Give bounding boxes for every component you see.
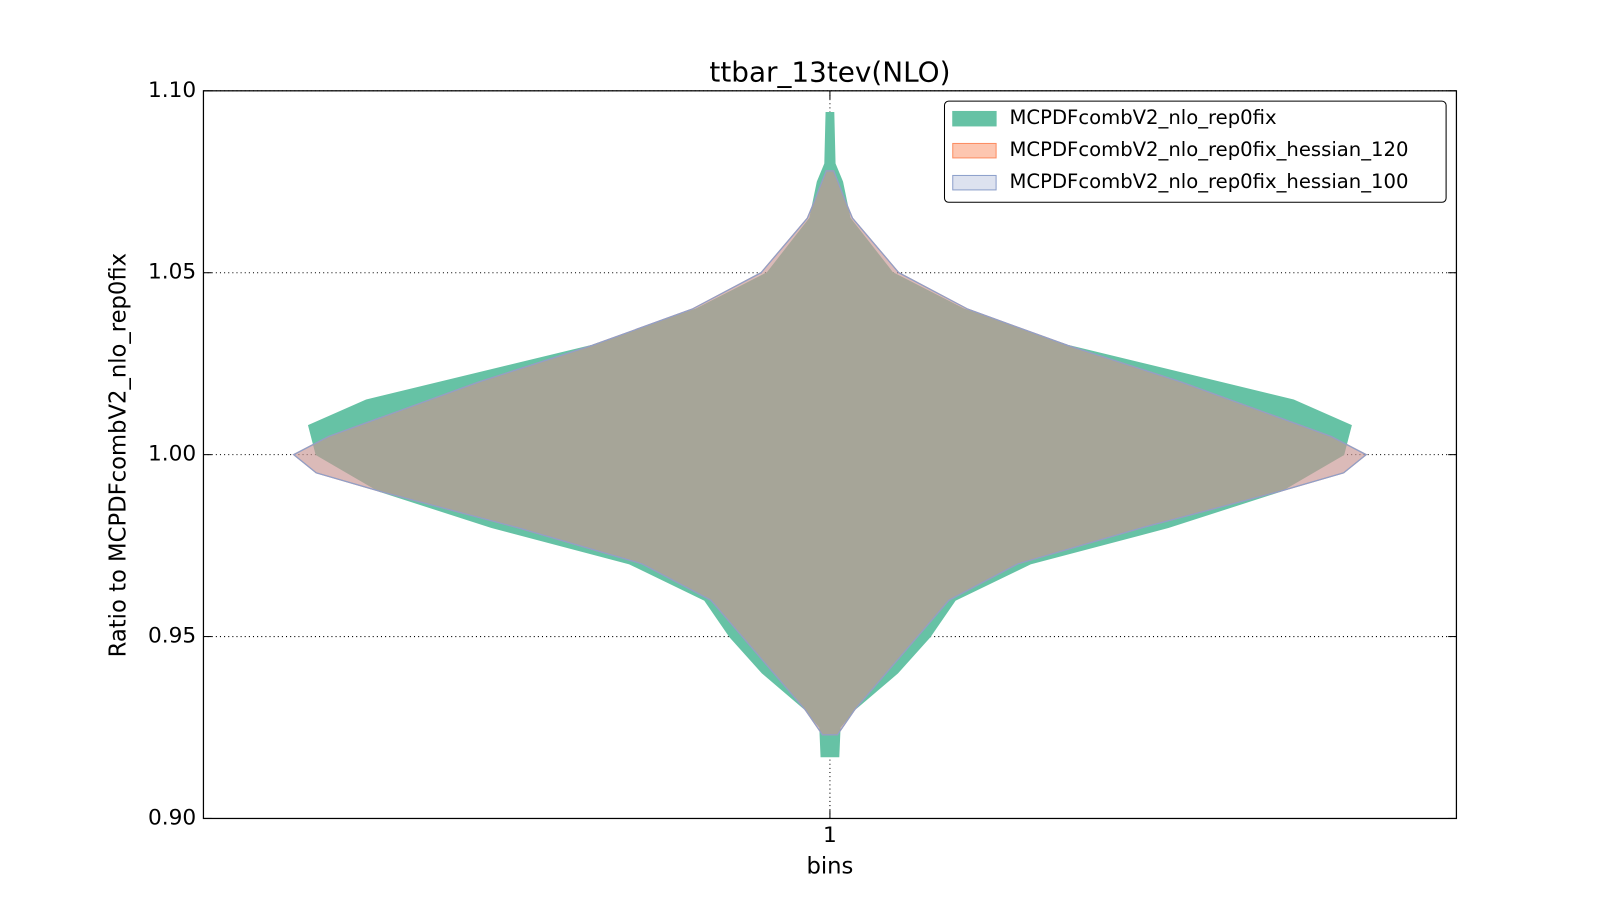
violin	[292, 170, 1368, 736]
y-axis-label: Ratio to MCPDFcombV2_nlo_rep0fix	[105, 253, 131, 657]
legend-swatch	[952, 174, 997, 191]
legend-label: MCPDFcombV2_nlo_rep0fix	[1010, 106, 1277, 129]
legend-swatch	[952, 142, 997, 159]
y-tick-label: 0.90	[148, 805, 196, 830]
legend-label: MCPDFcombV2_nlo_rep0fix_hessian_120	[1010, 138, 1409, 161]
y-tick-label: 0.95	[148, 624, 196, 649]
legend-swatch	[952, 110, 997, 127]
legend-label: MCPDFcombV2_nlo_rep0fix_hessian_100	[1010, 170, 1409, 193]
legend-box	[943, 100, 1447, 203]
chart-title: ttbar_13tev(NLO)	[709, 55, 950, 88]
y-tick-label: 1.10	[148, 78, 196, 103]
x-tick-label: 1	[823, 823, 837, 848]
y-tick-label: 1.00	[148, 442, 196, 467]
x-axis-label: bins	[806, 853, 853, 879]
y-tick-label: 1.05	[148, 260, 196, 285]
